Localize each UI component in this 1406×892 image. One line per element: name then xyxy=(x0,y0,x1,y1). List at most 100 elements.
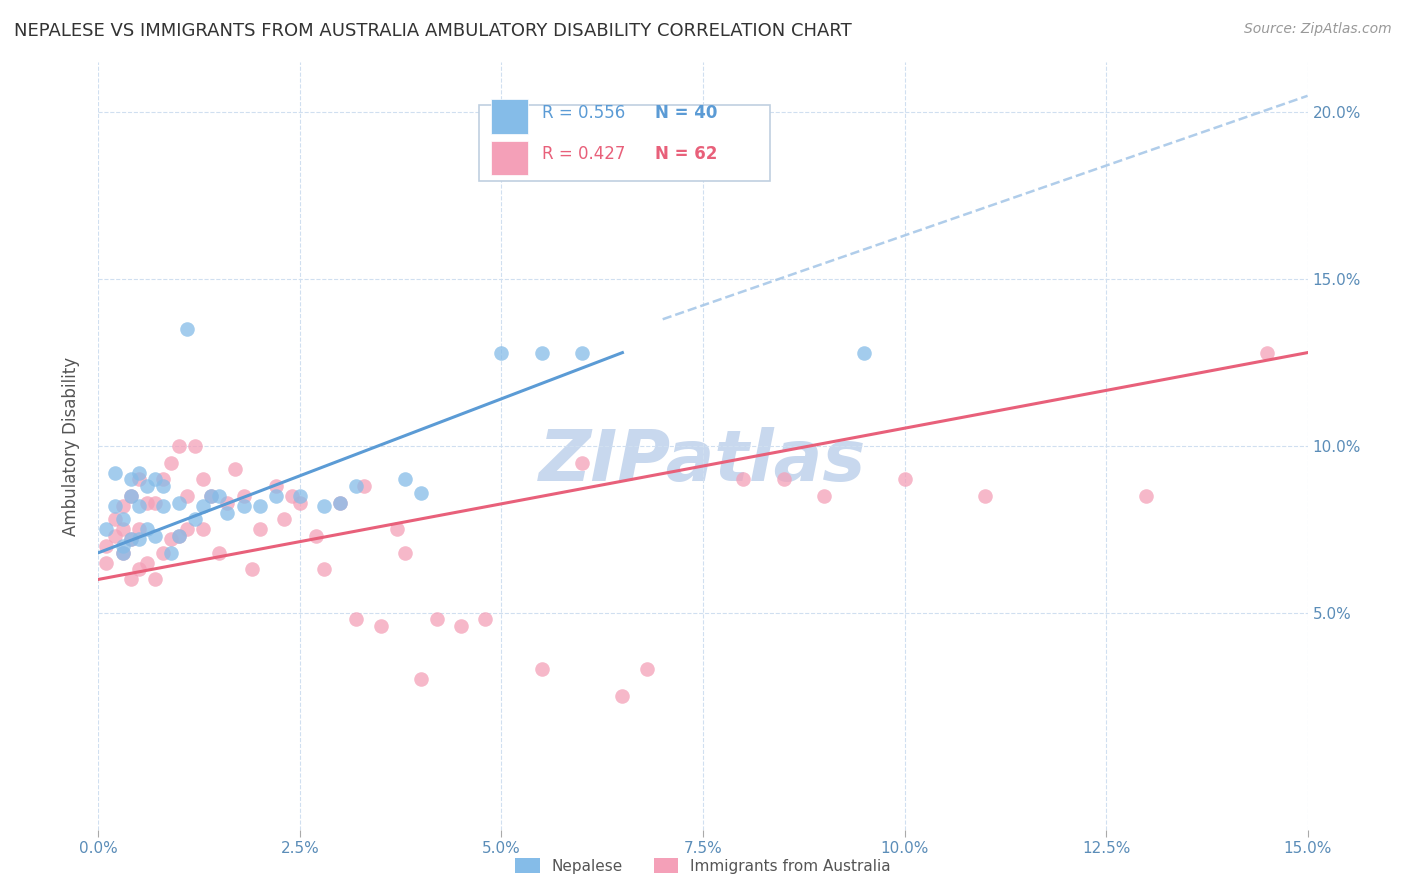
Point xyxy=(636,663,658,677)
Point xyxy=(184,512,207,526)
Point xyxy=(530,345,553,359)
Point xyxy=(264,479,287,493)
Point xyxy=(813,489,835,503)
Bar xyxy=(492,141,527,175)
Y-axis label: Ambulatory Disability: Ambulatory Disability xyxy=(62,357,80,535)
Text: Source: ZipAtlas.com: Source: ZipAtlas.com xyxy=(1244,22,1392,37)
Point xyxy=(249,499,271,513)
Point xyxy=(305,529,328,543)
Point xyxy=(329,496,352,510)
Point xyxy=(612,689,634,703)
Point xyxy=(344,479,367,493)
Bar xyxy=(492,99,527,134)
Point xyxy=(370,619,392,633)
Point xyxy=(208,546,231,560)
FancyBboxPatch shape xyxy=(479,104,769,181)
Point xyxy=(288,496,311,510)
Point xyxy=(217,496,239,510)
Point xyxy=(152,546,174,560)
Point xyxy=(450,619,472,633)
Point xyxy=(120,489,142,503)
Point xyxy=(128,533,150,547)
Point xyxy=(232,489,254,503)
Point xyxy=(128,562,150,576)
Point xyxy=(176,489,198,503)
Point xyxy=(120,533,142,547)
Point xyxy=(135,556,157,570)
Point xyxy=(232,499,254,513)
Point xyxy=(409,673,432,687)
Point xyxy=(103,499,125,513)
Point xyxy=(394,472,416,486)
Point xyxy=(128,522,150,536)
Point xyxy=(128,466,150,480)
Point xyxy=(571,456,593,470)
Point xyxy=(111,539,134,553)
Point xyxy=(193,499,215,513)
Point xyxy=(120,472,142,486)
Point xyxy=(273,512,295,526)
Point xyxy=(224,462,246,476)
Point xyxy=(111,499,134,513)
Point xyxy=(128,472,150,486)
Point xyxy=(120,489,142,503)
Point xyxy=(208,489,231,503)
Point xyxy=(120,533,142,547)
Text: NEPALESE VS IMMIGRANTS FROM AUSTRALIA AMBULATORY DISABILITY CORRELATION CHART: NEPALESE VS IMMIGRANTS FROM AUSTRALIA AM… xyxy=(14,22,852,40)
Point xyxy=(152,499,174,513)
Legend: Nepalese, Immigrants from Australia: Nepalese, Immigrants from Australia xyxy=(509,852,897,880)
Point xyxy=(143,496,166,510)
Point xyxy=(103,466,125,480)
Point xyxy=(135,496,157,510)
Point xyxy=(160,546,183,560)
Point xyxy=(409,485,432,500)
Point xyxy=(1256,345,1278,359)
Point xyxy=(176,322,198,336)
Point xyxy=(152,479,174,493)
Point xyxy=(167,529,190,543)
Point xyxy=(111,522,134,536)
Point xyxy=(353,479,375,493)
Point xyxy=(893,472,915,486)
Point xyxy=(200,489,222,503)
Point xyxy=(160,533,183,547)
Point xyxy=(111,546,134,560)
Point xyxy=(120,573,142,587)
Point xyxy=(103,529,125,543)
Point xyxy=(96,522,118,536)
Point xyxy=(96,556,118,570)
Point xyxy=(1135,489,1157,503)
Point xyxy=(143,472,166,486)
Point xyxy=(152,472,174,486)
Point xyxy=(217,506,239,520)
Point xyxy=(733,472,755,486)
Point xyxy=(385,522,408,536)
Point xyxy=(344,612,367,626)
Point xyxy=(167,439,190,453)
Point xyxy=(200,489,222,503)
Point xyxy=(314,562,336,576)
Point xyxy=(772,472,794,486)
Point xyxy=(288,489,311,503)
Point xyxy=(103,512,125,526)
Point xyxy=(160,456,183,470)
Point xyxy=(264,489,287,503)
Point xyxy=(143,573,166,587)
Point xyxy=(281,489,304,503)
Point xyxy=(111,546,134,560)
Point xyxy=(491,345,513,359)
Text: R = 0.556: R = 0.556 xyxy=(543,103,626,121)
Point xyxy=(135,522,157,536)
Point xyxy=(128,499,150,513)
Point xyxy=(176,522,198,536)
Point xyxy=(314,499,336,513)
Point xyxy=(184,439,207,453)
Point xyxy=(853,345,876,359)
Point xyxy=(571,345,593,359)
Point xyxy=(249,522,271,536)
Point xyxy=(193,472,215,486)
Point xyxy=(329,496,352,510)
Point xyxy=(474,612,496,626)
Text: R = 0.427: R = 0.427 xyxy=(543,145,626,163)
Point xyxy=(167,496,190,510)
